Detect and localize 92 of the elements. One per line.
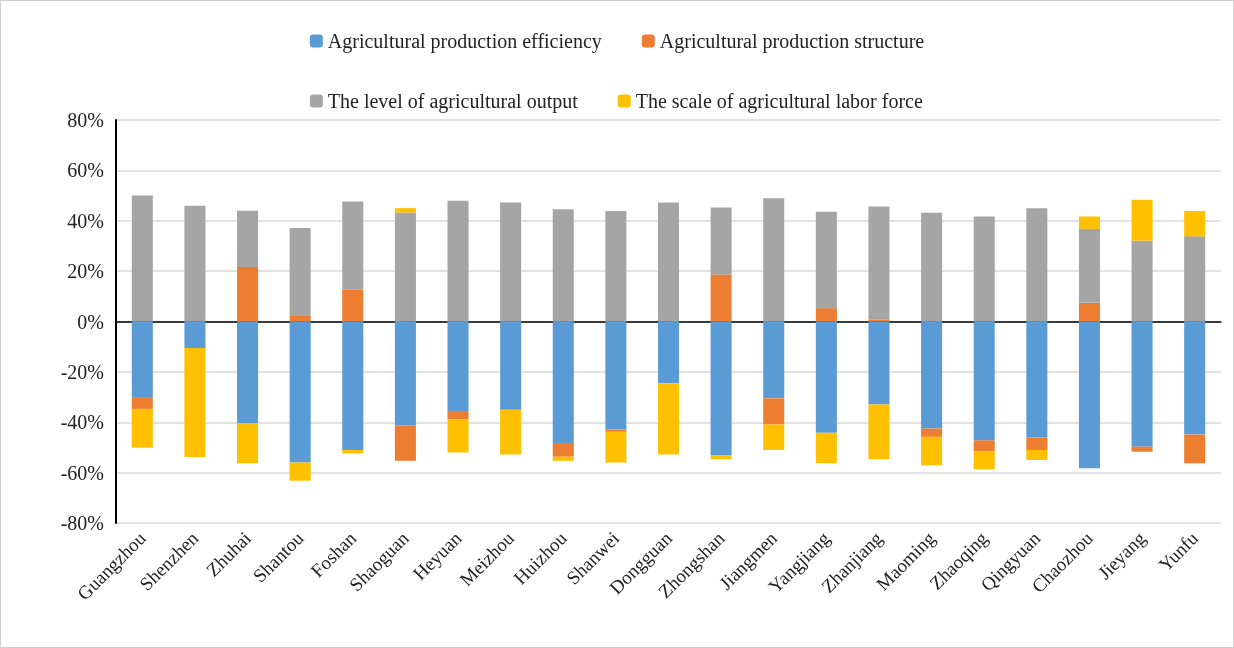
bar [868,321,890,405]
bar [1131,199,1153,241]
bar [815,432,837,464]
bar [763,198,785,322]
bar [237,321,259,424]
y-tick-label: -20% [60,360,104,383]
bar [394,212,416,322]
bar [868,206,890,320]
bar [131,321,153,398]
bar [500,321,522,410]
bar [289,228,311,316]
bar [657,202,680,322]
y-tick-label: -80% [60,512,104,534]
bar [342,289,364,322]
bar [710,207,732,275]
bar [394,208,416,213]
bar [1026,321,1048,438]
bar [1131,240,1153,322]
legend-label: Agricultural production efficiency [327,30,602,53]
bar [289,315,311,322]
bar [657,383,680,455]
bar [447,321,469,411]
bar [289,321,311,463]
bar [500,409,522,455]
bar [237,210,259,268]
bar [921,212,943,322]
bar [763,424,785,450]
bar [1026,208,1048,322]
bar [973,440,995,451]
bar [763,398,785,425]
bar [552,442,574,457]
bar [973,450,995,470]
bar [710,274,732,322]
bar [605,210,627,322]
bar [552,456,574,461]
bar [447,410,469,420]
bar [868,319,890,322]
bar [1184,434,1206,464]
bar [289,462,311,481]
bar [552,321,574,443]
bar [394,321,416,426]
y-tick-label: 20% [67,260,104,283]
bar [447,200,469,322]
bar [1078,321,1100,469]
y-tick-label: 40% [67,209,104,232]
bar [921,321,943,429]
bar [710,321,732,456]
bar [342,201,364,290]
bar [815,308,837,322]
bar [131,408,153,448]
bar [131,195,153,322]
bar [342,321,364,450]
bar [184,205,206,322]
legend-label: Agricultural production structure [659,30,925,53]
bar [184,347,206,458]
bar [131,397,153,409]
bar [447,419,469,453]
bar [1184,321,1206,435]
bar [1184,236,1206,322]
legend-label: The level of agricultural output [327,90,579,113]
bar [237,423,259,464]
bar [1184,210,1206,237]
y-tick-label: 0% [77,310,104,333]
bar [552,209,574,322]
bar [710,455,732,460]
bar [500,202,522,322]
bar [868,404,890,460]
bar [394,425,416,461]
legend-label: The scale of agricultural labor force [635,90,923,113]
y-tick-label: 60% [67,159,104,182]
bar [921,436,943,466]
bar [815,211,837,309]
bar [763,321,785,399]
y-tick-label: -60% [60,461,104,484]
bar [657,321,680,384]
bar [1078,302,1100,322]
bar [1026,449,1048,461]
bar [921,428,943,437]
bar [1131,321,1153,447]
bar [973,216,995,322]
bar [973,321,995,441]
bar [815,321,837,433]
bar [184,321,206,348]
y-tick-label: -40% [60,411,104,434]
bar [1078,228,1100,303]
bar [237,267,259,322]
y-tick-label: 80% [67,109,104,131]
bar [605,321,627,430]
bar [1078,216,1100,229]
bar [1131,446,1153,452]
bar [605,431,627,463]
bar [1026,437,1048,450]
